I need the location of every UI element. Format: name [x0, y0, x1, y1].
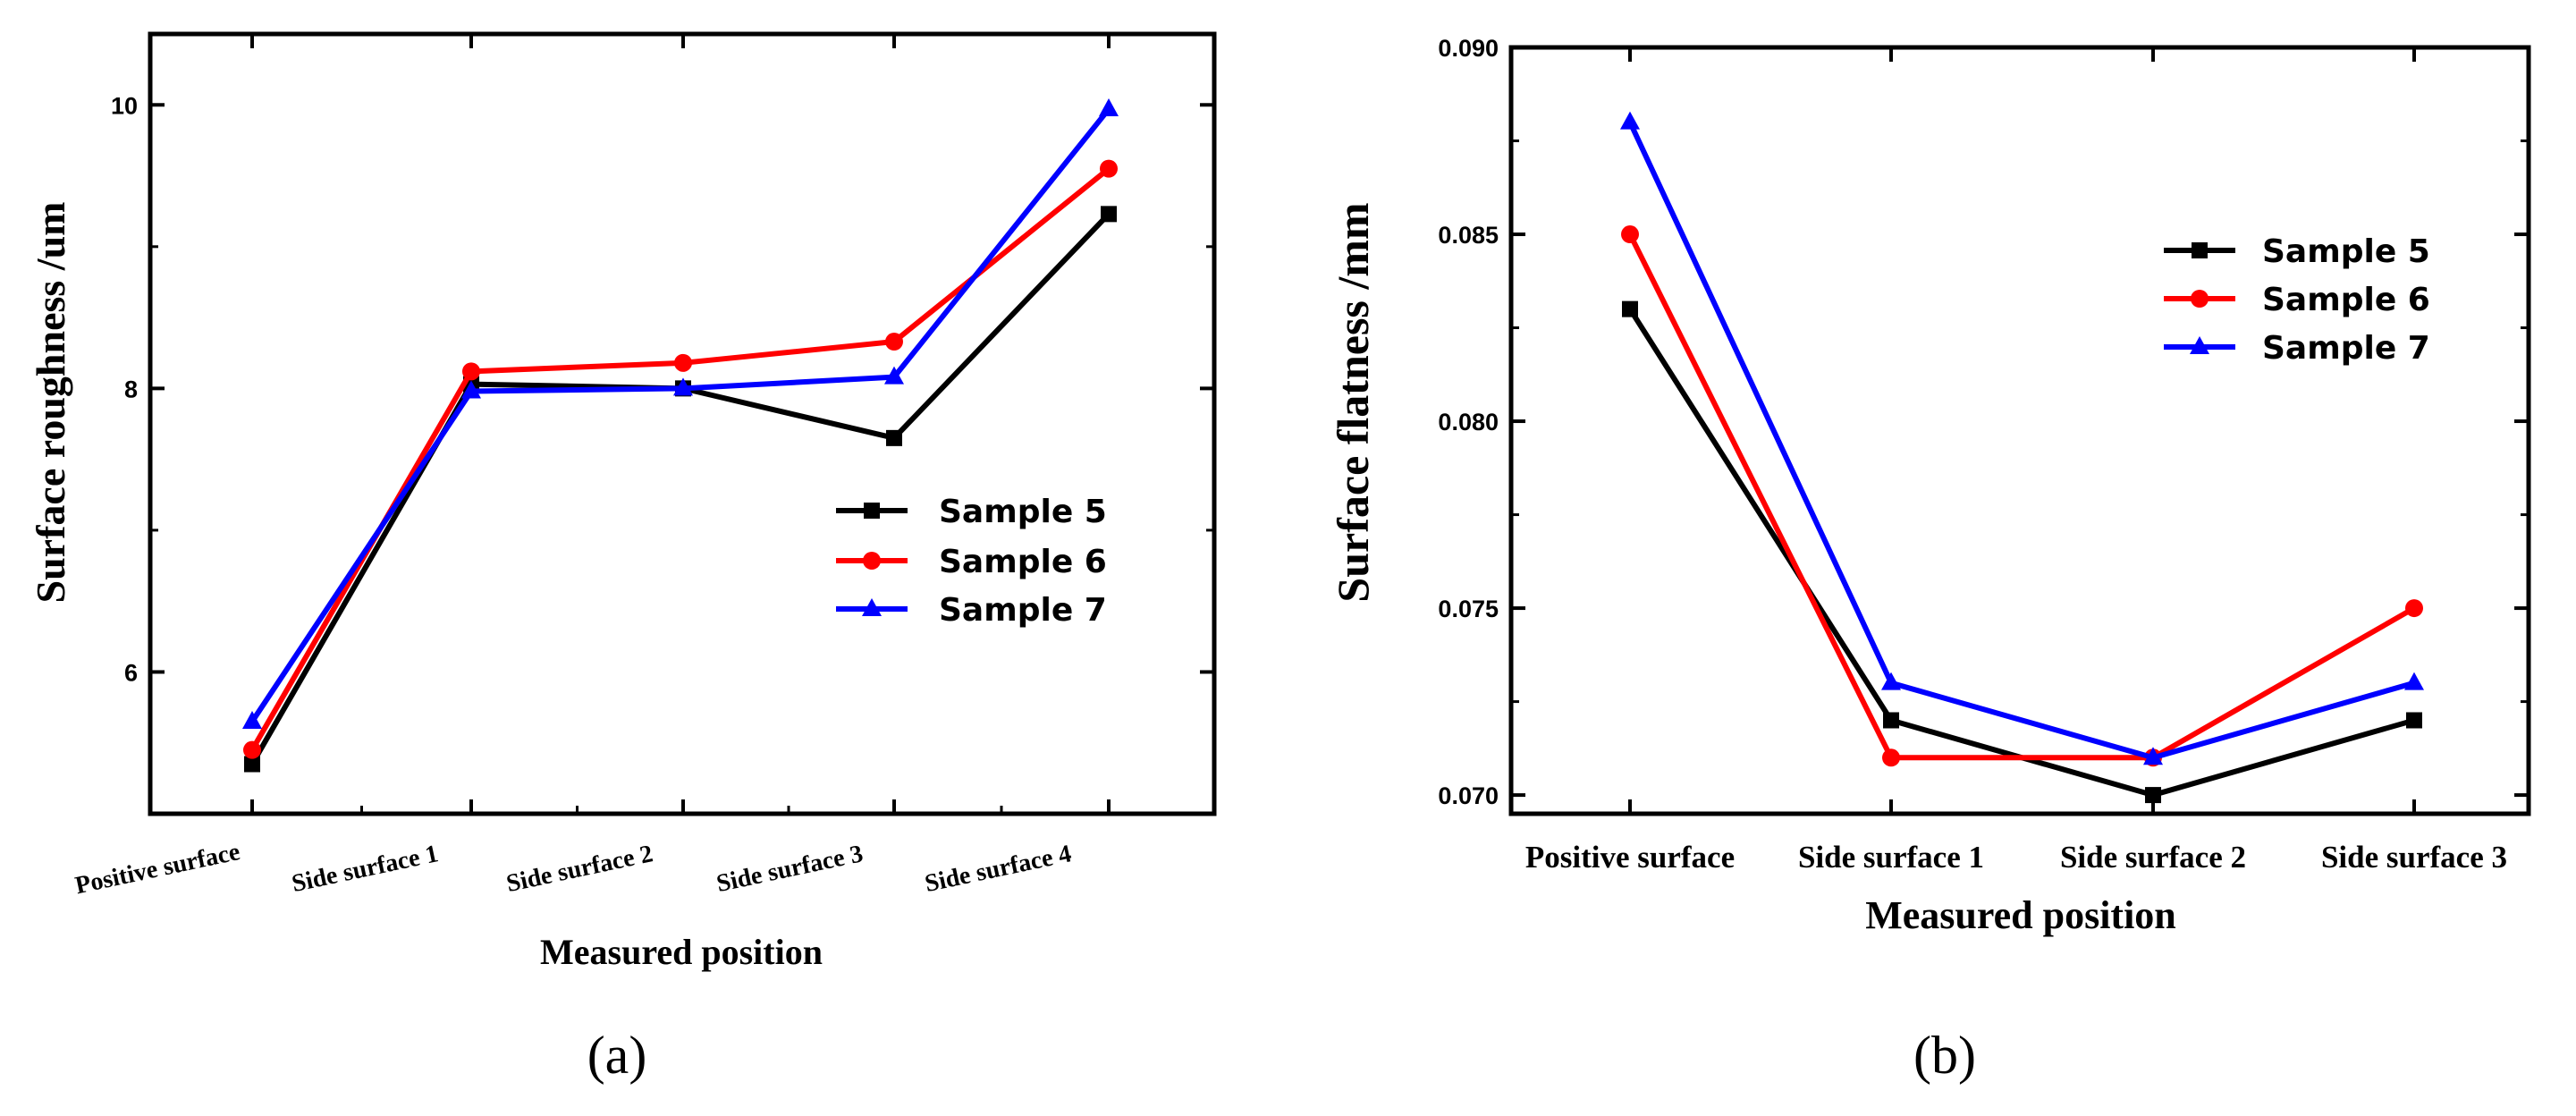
- x-tick-label: Side surface 1: [1798, 840, 1984, 875]
- data-point: [244, 756, 260, 773]
- data-point: [1099, 98, 1119, 117]
- data-point: [1621, 225, 1639, 244]
- series-line: [249, 212, 1111, 766]
- series-line: [1627, 121, 2415, 761]
- legend-label: Sample 7: [2262, 330, 2430, 367]
- y-tick-label: 8: [124, 376, 138, 402]
- data-point: [2145, 787, 2161, 804]
- legend: Sample 5 Sample 6 Sample 7: [836, 494, 1107, 629]
- legend-item: Sample 6: [2164, 282, 2430, 318]
- plot-frame: [148, 31, 1217, 816]
- data-point: [2404, 672, 2424, 690]
- data-point: [1881, 672, 1901, 690]
- series-sample-6: [1621, 225, 2423, 767]
- legend-item: Sample 7: [2164, 330, 2430, 367]
- series-sample-5: [1622, 300, 2422, 804]
- data-point: [1101, 206, 1117, 223]
- legend-item: Sample 5: [2164, 233, 2430, 270]
- legend-label: Sample 5: [939, 494, 1107, 530]
- legend-label: Sample 5: [2262, 233, 2430, 270]
- x-tick-label: Side surface 1: [290, 840, 441, 898]
- x-tick-label: Side surface 3: [714, 840, 866, 898]
- y-axis-title: Surface flatness /mm: [1328, 202, 1378, 602]
- y-tick-label: 0.085: [1438, 222, 1499, 249]
- data-point: [243, 740, 261, 759]
- x-axis-title: Measured position: [1865, 893, 2176, 937]
- y-tick-label: 0.080: [1438, 409, 1499, 435]
- legend-label: Sample 7: [939, 592, 1107, 629]
- legend-label: Sample 6: [939, 544, 1107, 580]
- legend-swatch-marker: [864, 503, 880, 519]
- chart-a: 6 8 10 Positive surface Side surface 1 Side s…: [28, 31, 1217, 1085]
- y-tick-label: 0.075: [1438, 596, 1499, 622]
- y-tick-label: 0.070: [1438, 782, 1499, 809]
- y-tick-label: 10: [111, 92, 138, 119]
- y-tick-label: 6: [124, 659, 138, 686]
- legend-swatch-marker: [2192, 242, 2208, 258]
- data-point: [461, 380, 481, 399]
- x-tick-label: Positive surface: [1525, 840, 1735, 875]
- legend-item: Sample 7: [836, 592, 1107, 629]
- series-line: [249, 166, 1111, 752]
- series-line: [1627, 232, 2416, 761]
- data-point: [2143, 747, 2163, 765]
- x-tick-label: Positive surface: [72, 838, 242, 900]
- legend-swatch-marker: [862, 598, 882, 616]
- data-point: [885, 333, 903, 351]
- x-tick-label: Side surface 3: [2321, 840, 2507, 875]
- data-point: [1883, 712, 1899, 729]
- x-axis-title: Measured position: [540, 932, 823, 972]
- y-tick-label: 0.090: [1438, 35, 1499, 62]
- data-point: [1100, 159, 1118, 178]
- legend-swatch-marker: [2190, 336, 2209, 354]
- legend: Sample 5 Sample 6 Sample 7: [2164, 233, 2430, 367]
- legend-item: Sample 6: [836, 544, 1107, 580]
- series-sample-7: [1620, 111, 2424, 765]
- plot-frame: [1508, 45, 2531, 816]
- data-point: [1622, 300, 1638, 317]
- panel-label: (b): [1913, 1026, 1976, 1085]
- data-point: [1882, 748, 1900, 767]
- x-tick-label: Side surface 4: [923, 840, 1074, 898]
- data-point: [884, 366, 904, 385]
- data-point: [2405, 599, 2423, 618]
- legend-swatch-marker: [2191, 290, 2209, 308]
- series-line: [249, 107, 1111, 723]
- x-tick-label: Side surface 2: [504, 840, 655, 898]
- data-point: [673, 377, 693, 396]
- data-point: [1620, 111, 1640, 130]
- chart-b: 0.070 0.075 0.080 0.085 0.090 Positive surfac…: [1328, 35, 2531, 1085]
- y-axis-title: Surface roughness /um: [28, 202, 73, 604]
- panel-label: (a): [587, 1026, 647, 1085]
- data-point: [462, 362, 480, 381]
- series-sample-6: [243, 159, 1118, 759]
- x-tick-label: Side surface 2: [2060, 840, 2246, 875]
- data-point: [242, 710, 262, 729]
- data-point: [886, 429, 902, 446]
- data-point: [2406, 712, 2422, 729]
- legend-item: Sample 5: [836, 494, 1107, 530]
- legend-label: Sample 6: [2262, 282, 2430, 318]
- data-point: [674, 353, 692, 372]
- legend-swatch-marker: [863, 552, 881, 570]
- series-sample-7: [242, 98, 1119, 729]
- series-sample-5: [244, 206, 1117, 773]
